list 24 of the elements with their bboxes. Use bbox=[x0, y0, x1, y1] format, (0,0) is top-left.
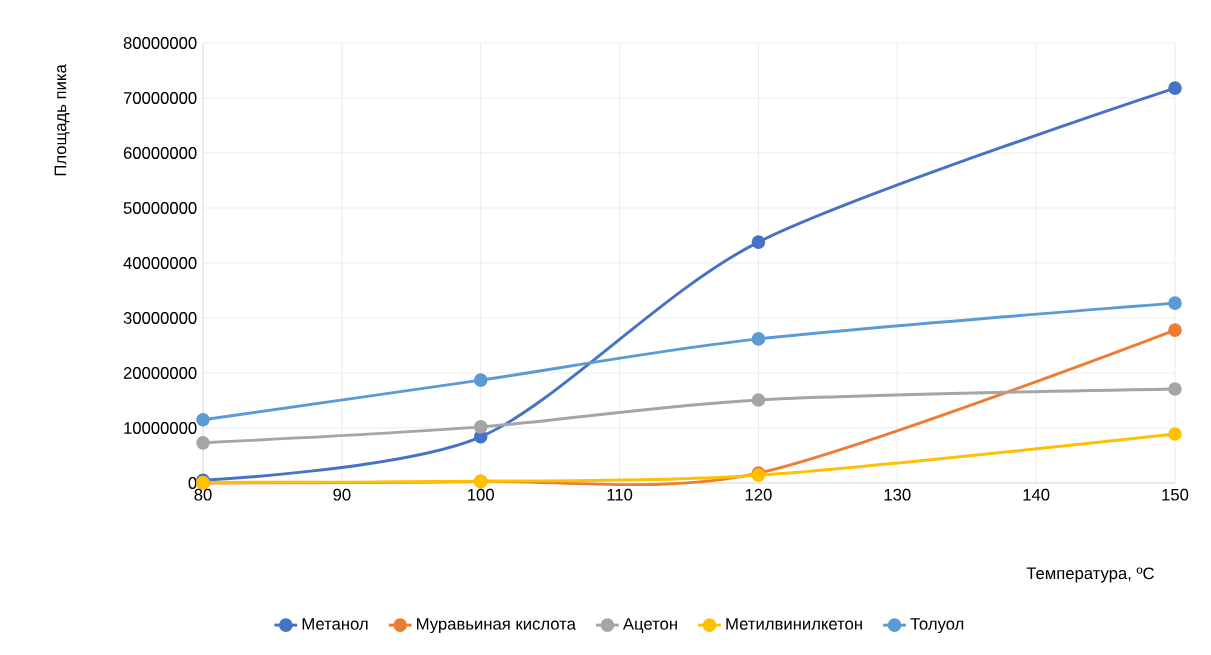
x-tick-label: 150 bbox=[1162, 488, 1189, 501]
y-tick-label: 30000000 bbox=[123, 312, 197, 324]
x-tick-label: 130 bbox=[884, 488, 911, 501]
y-tick-label: 60000000 bbox=[123, 147, 197, 159]
x-tick-label: 140 bbox=[1023, 488, 1050, 501]
x-axis-title: Температура, ºC bbox=[1026, 567, 1154, 583]
y-tick-label: 40000000 bbox=[123, 257, 197, 269]
x-tick-label: 110 bbox=[607, 488, 633, 501]
x-tick-label: 90 bbox=[333, 488, 351, 501]
y-tick-label: 10000000 bbox=[124, 422, 197, 434]
y-tick-label: 70000000 bbox=[123, 92, 197, 104]
x-tick-label: 120 bbox=[745, 488, 772, 501]
legend-label: Толуол bbox=[910, 618, 964, 634]
legend-label: Ацетон bbox=[622, 618, 677, 633]
y-tick-label: 20000000 bbox=[123, 367, 197, 379]
y-axis-title: Площадь пика bbox=[54, 64, 70, 176]
legend-label: Метилвинилкетон bbox=[726, 618, 862, 630]
x-tick-label: 80 bbox=[194, 488, 212, 501]
y-tick-label: 80000000 bbox=[123, 37, 197, 49]
x-tick-label: 100 bbox=[468, 488, 494, 501]
y-tick-label: 50000000 bbox=[123, 202, 197, 214]
y-tick-label: 0 bbox=[188, 477, 197, 489]
legend-label: Муравьиная кислота bbox=[417, 618, 576, 634]
legend-label: Метанол bbox=[302, 618, 368, 630]
